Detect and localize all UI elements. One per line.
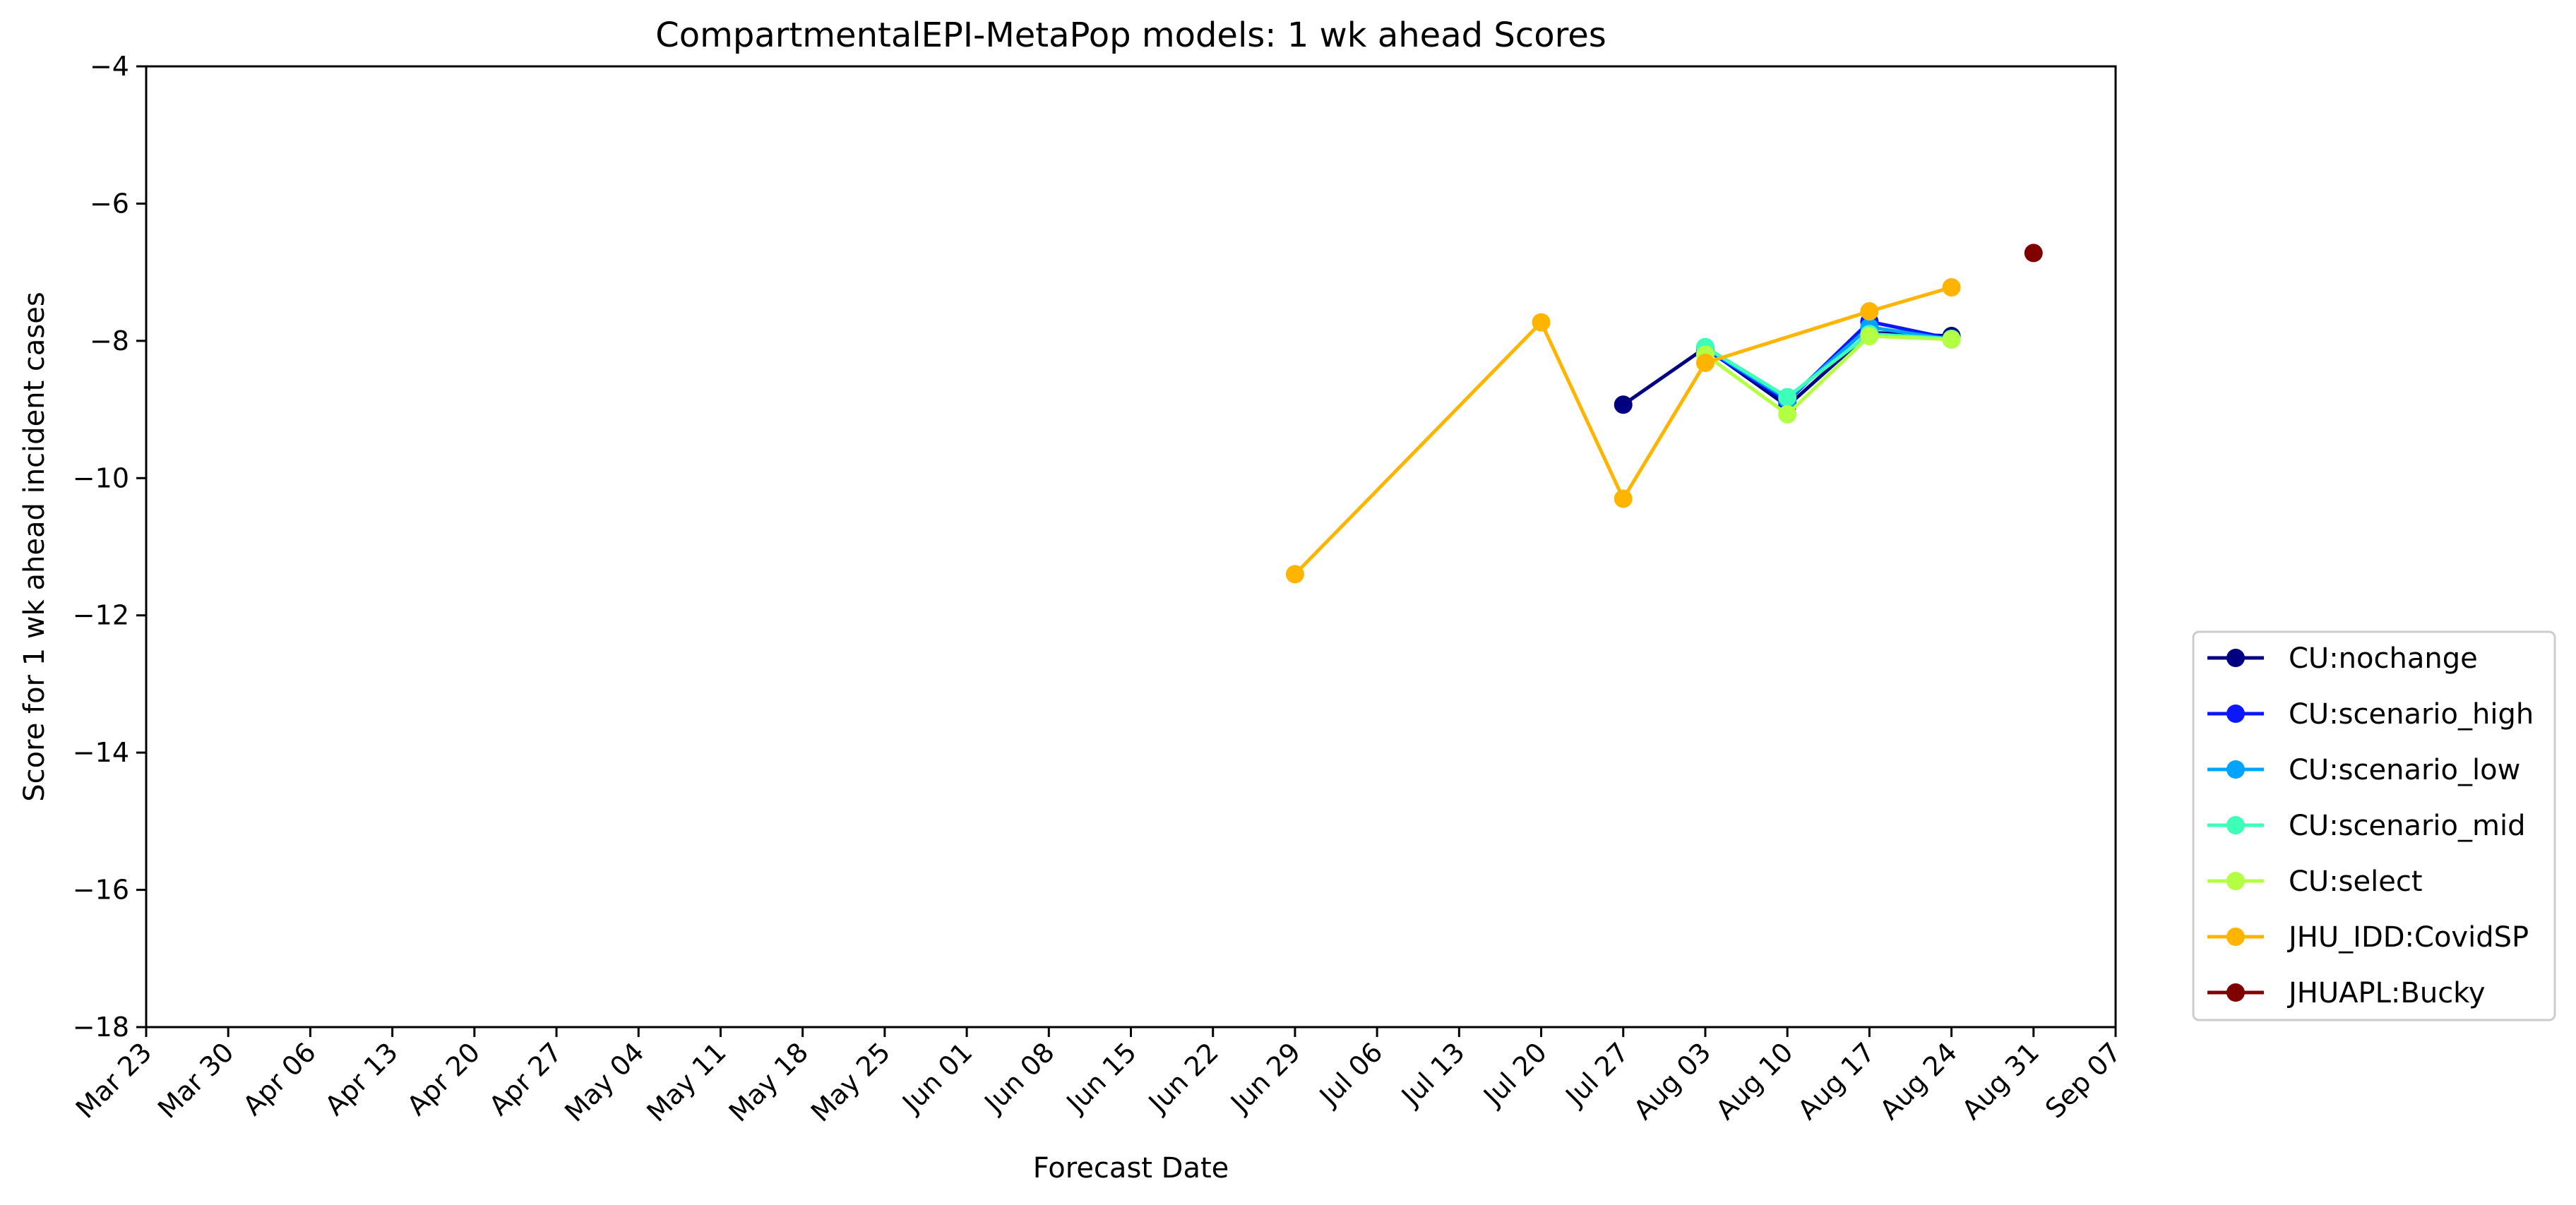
legend-swatch-marker <box>2226 928 2245 946</box>
data-point <box>1532 313 1551 332</box>
data-point <box>1614 395 1633 414</box>
plot-area <box>145 65 2117 1029</box>
legend-label: JHUAPL:Bucky <box>2286 977 2486 1009</box>
series-line <box>1704 334 1952 416</box>
y-tick-label: −10 <box>73 462 129 493</box>
data-point <box>1860 327 1879 346</box>
x-axis-title: Forecast Date <box>1033 1152 1229 1185</box>
y-tick-label: −8 <box>90 325 129 356</box>
data-point <box>1778 404 1797 424</box>
y-tick-label: −16 <box>73 875 129 906</box>
data-point <box>1695 353 1715 372</box>
data-point <box>2024 244 2043 263</box>
data-point <box>1860 302 1879 321</box>
legend: CU:nochange CU:scenario_high CU:scenario_l… <box>2192 630 2556 1021</box>
data-point <box>1778 388 1797 407</box>
legend-box <box>2192 630 2556 1021</box>
legend-swatch-marker <box>2226 816 2245 834</box>
legend-label: CU:select <box>2289 865 2423 898</box>
y-tick-label: −18 <box>73 1012 129 1043</box>
legend-label: CU:scenario_low <box>2289 754 2520 786</box>
legend-swatch-marker <box>2226 705 2245 723</box>
data-point <box>1285 565 1304 584</box>
y-tick-label: −14 <box>73 737 129 768</box>
y-tick-label: −4 <box>90 51 129 82</box>
y-tick-label: −12 <box>73 600 129 631</box>
data-point <box>1942 278 1961 297</box>
chart-title: CompartmentalEPI-MetaPop models: 1 wk ah… <box>655 16 1606 55</box>
series-line <box>1294 285 1952 576</box>
legend-label: CU:nochange <box>2289 642 2478 675</box>
data-point <box>1614 489 1633 508</box>
data-point <box>1942 330 1961 349</box>
legend-label: CU:scenario_high <box>2289 698 2534 731</box>
y-axis: −4 −6 −8 −10 −12 −14 −16 −18 <box>73 51 146 1043</box>
y-axis-title: Score for 1 wk ahead incident cases <box>18 292 51 801</box>
legend-label: JHU_IDD:CovidSP <box>2286 921 2529 954</box>
legend-swatch-marker <box>2226 760 2245 779</box>
legend-label: CU:scenario_mid <box>2289 810 2526 842</box>
y-tick-label: −6 <box>90 188 129 219</box>
legend-swatch-marker <box>2226 983 2245 1002</box>
legend-swatch-marker <box>2226 649 2245 667</box>
legend-swatch-marker <box>2226 872 2245 890</box>
